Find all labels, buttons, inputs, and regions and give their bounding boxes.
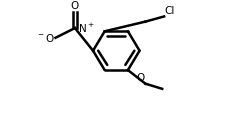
Text: $^-$O: $^-$O bbox=[36, 32, 55, 44]
Text: O: O bbox=[136, 73, 144, 83]
Text: N$^+$: N$^+$ bbox=[78, 22, 94, 35]
Text: Cl: Cl bbox=[164, 6, 174, 16]
Text: O: O bbox=[71, 1, 79, 11]
